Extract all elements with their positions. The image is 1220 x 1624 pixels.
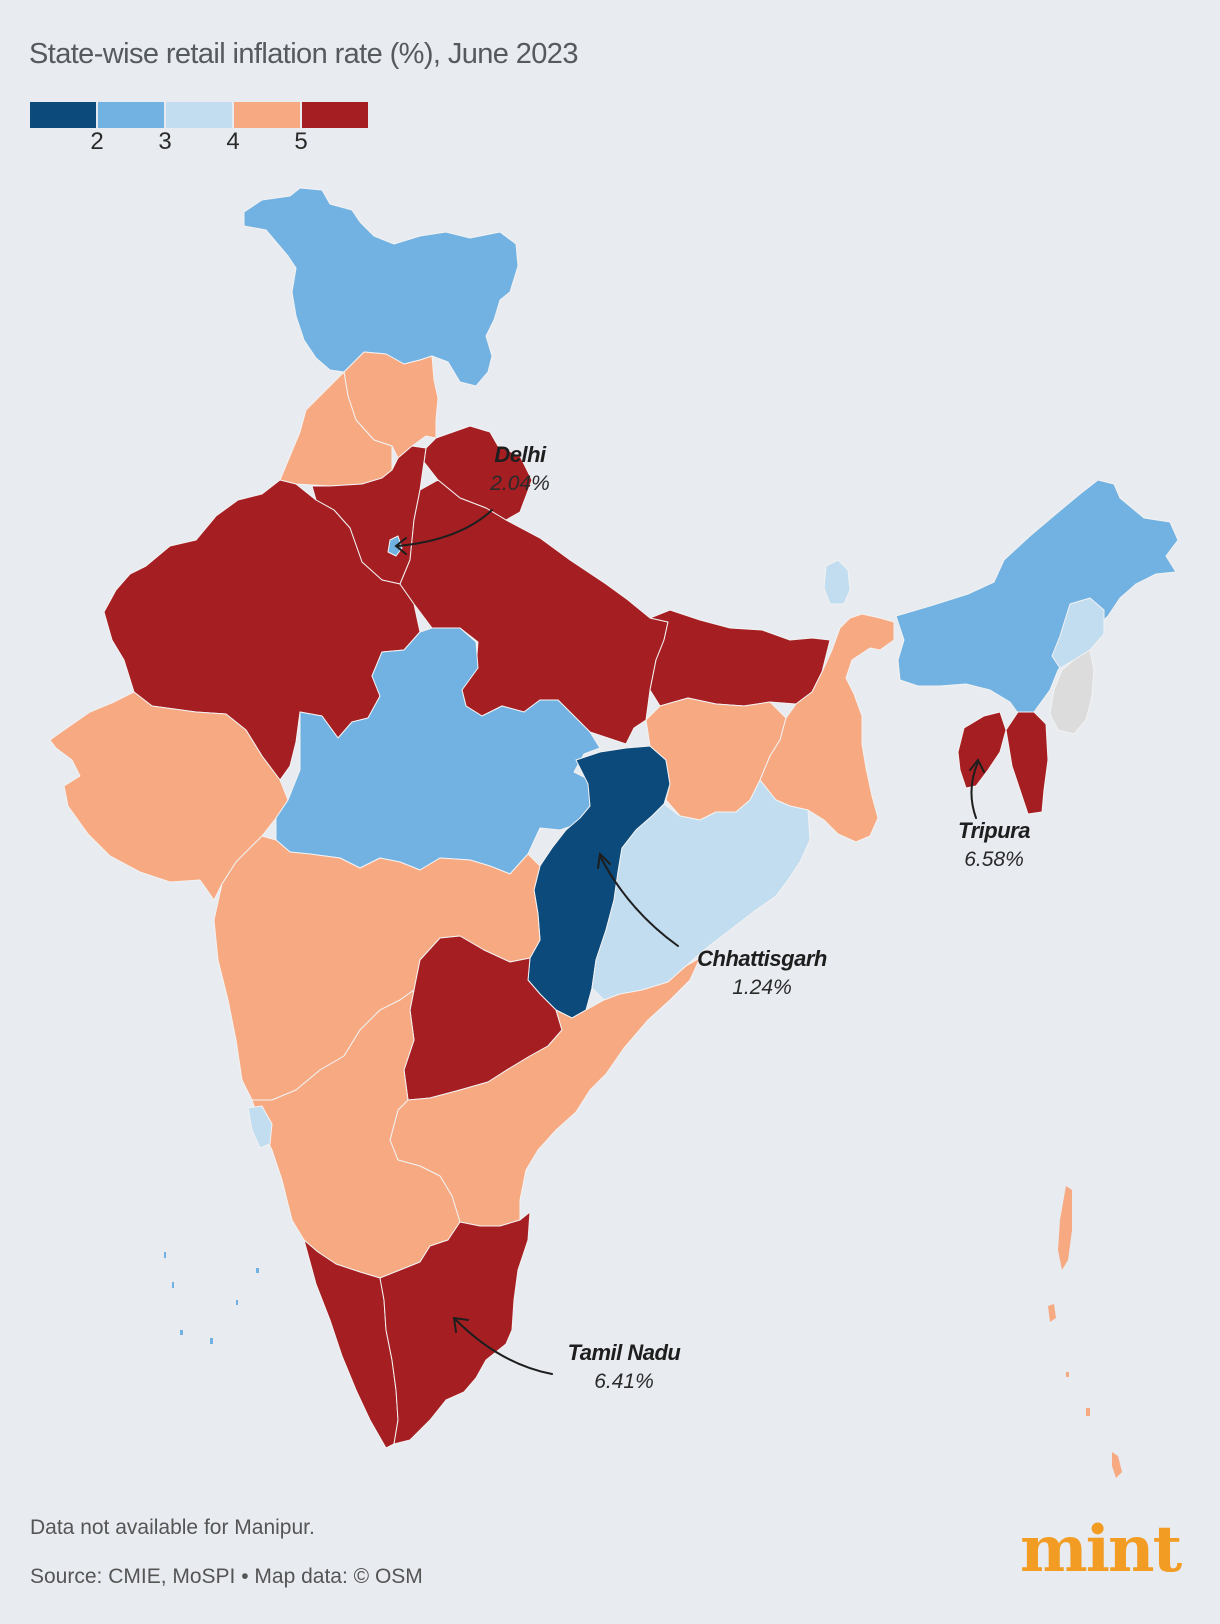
legend-swatch-gt5 [302, 102, 368, 128]
chhattisgarh-arrowhead [597, 851, 611, 869]
region-northeast [895, 479, 1179, 717]
legend-tick: 3 [158, 128, 172, 155]
legend-tick: 5 [294, 128, 308, 155]
region-rajasthan [103, 479, 421, 781]
legend-swatch-lt2 [30, 102, 96, 128]
annotation-tamil-nadu: Tamil Nadu 6.41% [568, 1340, 681, 1394]
annotation-chhattisgarh: Chhattisgarh 1.24% [697, 946, 827, 1000]
annotation-value: 6.58% [964, 848, 1024, 871]
region-andhra-pradesh [389, 957, 701, 1227]
legend-swatch-3-4 [166, 102, 232, 128]
chart-title: State-wise retail inflation rate (%), Ju… [29, 38, 578, 70]
annotation-value: 6.41% [594, 1370, 654, 1393]
delhi-arrow [397, 509, 493, 547]
region-jammu-kashmir-ladakh [243, 187, 519, 387]
tamil-nadu-arrow [455, 1319, 553, 1375]
region-mizoram [1005, 711, 1049, 815]
legend-ticks: 2 3 4 5 [0, 128, 400, 158]
region-uttarakhand [423, 425, 533, 521]
annotation-tripura: Tripura 6.58% [958, 818, 1030, 872]
tamil-nadu-arrowhead [452, 1316, 469, 1333]
region-bihar [649, 609, 831, 707]
region-andaman-nicobar [1048, 1186, 1122, 1478]
delhi-arrowhead [394, 537, 407, 555]
region-goa [247, 1105, 273, 1149]
chhattisgarh-arrow [599, 855, 679, 947]
region-gujarat [49, 691, 289, 901]
annotation-delhi: Delhi 2.04% [490, 442, 550, 496]
legend-swatch-4-5 [234, 102, 300, 128]
legend-tick: 4 [226, 128, 240, 155]
annotation-name: Tamil Nadu [567, 1340, 681, 1365]
region-west-bengal [759, 613, 895, 843]
legend-swatch-2-3 [98, 102, 164, 128]
region-tripura [957, 711, 1007, 789]
annotation-name: Chhattisgarh [697, 946, 827, 971]
tripura-arrow [970, 761, 979, 819]
annotation-value: 1.24% [732, 976, 792, 999]
footnote: Data not available for Manipur. [30, 1516, 315, 1539]
annotation-value: 2.04% [490, 472, 550, 495]
region-sikkim [823, 559, 851, 605]
region-lakshadweep [164, 1252, 259, 1344]
annotation-name: Tripura [958, 818, 1030, 843]
region-manipur-no-data [1049, 649, 1095, 735]
legend-tick: 2 [90, 128, 104, 155]
annotation-name: Delhi [494, 442, 546, 467]
tripura-arrowhead [969, 758, 985, 773]
mint-logo: mint [1020, 1512, 1182, 1587]
source-credit: Source: CMIE, MoSPI • Map data: © OSM [30, 1565, 423, 1588]
color-legend [30, 102, 368, 128]
